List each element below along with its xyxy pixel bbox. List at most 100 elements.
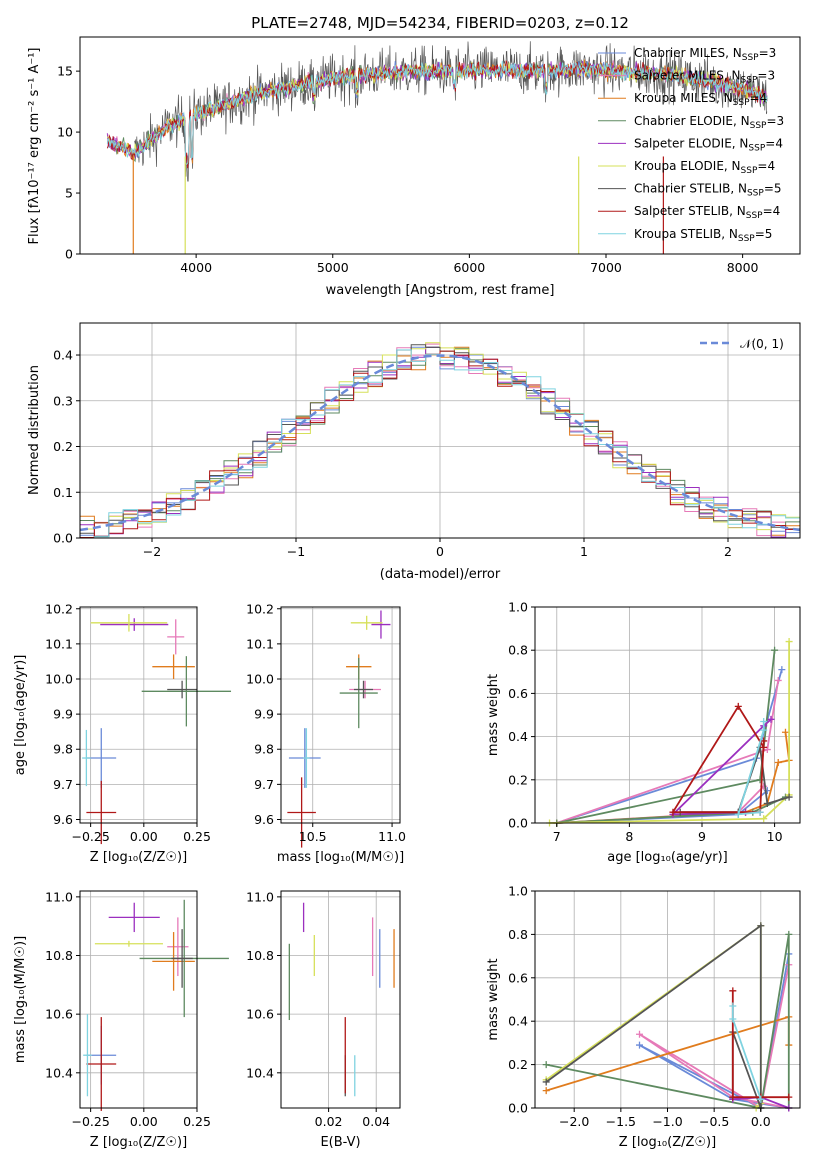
- x-tick-label: 10: [767, 829, 783, 844]
- weight-marker: [729, 1002, 737, 1010]
- y-tick-label: 0.2: [53, 439, 73, 454]
- x-tick-label: 10.5: [299, 829, 327, 844]
- y-tick-label: 0.4: [508, 729, 528, 744]
- weight-marker: [542, 1078, 550, 1086]
- y-axis-label: mass weight: [486, 674, 501, 756]
- normal-legend-label: 𝒩(0, 1): [740, 337, 784, 351]
- y-axis-label: mass [log₁₀(M/M☉)]: [13, 936, 28, 1063]
- residuals-panel: −2 −1 0 1 2 0.0 0.1 0.2 0.3 0.4 𝒩(0, 1) (data-mod…: [27, 322, 801, 582]
- x-tick-label: 0.25: [183, 1114, 211, 1129]
- residual-legend: 𝒩(0, 1): [700, 337, 784, 351]
- error-bar-point: [152, 654, 195, 679]
- legend-label: Chabrier MILES, NSSP=3: [634, 46, 776, 63]
- y-tick-label: 10.2: [246, 601, 274, 616]
- weight-marker: [763, 746, 771, 754]
- weight-series: [542, 922, 765, 1112]
- x-tick-label: 0.04: [362, 1114, 390, 1129]
- x-tick-label: 0.02: [315, 1114, 343, 1129]
- weight-marker: [763, 800, 771, 808]
- weight-marker: [771, 646, 779, 654]
- weight-line: [737, 721, 765, 816]
- weight-marker: [760, 743, 768, 751]
- x-axis-label: Z [log₁₀(Z/Z☉)]: [90, 1135, 187, 1150]
- weight-line: [549, 641, 790, 824]
- error-bar-point: [353, 680, 374, 699]
- y-tick-label: 0.2: [508, 772, 528, 787]
- x-tick-label: 1: [580, 544, 588, 559]
- y-tick-label: 10.1: [45, 636, 73, 651]
- x-axis-label: mass [log₁₀(M/M☉)]: [277, 850, 404, 865]
- error-bar-point: [82, 729, 91, 787]
- x-tick-label: 9: [698, 829, 706, 844]
- y-tick-label: 10.8: [246, 948, 274, 963]
- spectrum-panel: PLATE=2748, MJD=54234, FIBERID=0203, z=0…: [27, 14, 801, 298]
- mass-vs-metallicity-panel: −0.25 0.00 0.25 10.4 10.6 10.8 11.0 Z [log₁₀(Z/…: [13, 889, 229, 1150]
- error-bar-point: [171, 929, 193, 988]
- weight-line: [546, 934, 790, 1110]
- x-tick-label: −1.5: [606, 1114, 636, 1129]
- y-tick-label: 9.7: [53, 777, 73, 792]
- y-tick-label: 9.9: [53, 707, 73, 722]
- y-tick-label: 10.0: [45, 672, 73, 687]
- y-tick-label: 0: [65, 247, 73, 262]
- weight-marker: [734, 702, 742, 710]
- x-tick-label: −0.5: [699, 1114, 729, 1129]
- x-tick-label: 0.25: [183, 829, 211, 844]
- error-bar-point: [83, 1014, 92, 1097]
- spectrum-lines: [106, 41, 768, 254]
- weight-marker: [785, 930, 793, 938]
- x-tick-label: 8000: [727, 260, 759, 275]
- x-tick-label: −0.25: [71, 1114, 109, 1129]
- weight-vs-age-panel: 7 8 9 10 0.0 0.2 0.4 0.6 0.8 1.0 age [log₁₀(age/yr…: [486, 600, 801, 865]
- x-tick-label: −0.25: [71, 829, 109, 844]
- weight-marker: [636, 1041, 644, 1049]
- weight-marker: [767, 715, 775, 723]
- y-axis-label: Flux [fλ10⁻¹⁷ erg cm⁻² s⁻¹ A⁻¹]: [27, 48, 42, 245]
- error-bar-point: [90, 614, 168, 632]
- y-tick-label: 9.7: [254, 777, 274, 792]
- error-bar-point: [141, 656, 232, 727]
- y-tick-label: 11.0: [45, 889, 73, 904]
- y-tick-label: 10.1: [246, 636, 274, 651]
- x-tick-label: −2: [143, 544, 161, 559]
- error-bar-point: [303, 728, 310, 788]
- weight-marker: [785, 1093, 793, 1101]
- spectrum-legend: Chabrier MILES, NSSP=3 Salpeter MILES, NS…: [598, 46, 784, 244]
- y-tick-label: 0.6: [508, 970, 528, 985]
- y-axis-label: Normed distribution: [27, 365, 42, 495]
- error-bar-point: [108, 902, 160, 933]
- weight-series: [734, 717, 768, 818]
- x-axis-label: Z [log₁₀(Z/Z☉)]: [90, 850, 187, 865]
- x-tick-label: 2: [724, 544, 732, 559]
- x-tick-label: 6000: [453, 260, 485, 275]
- y-tick-label: 0.3: [53, 393, 73, 408]
- mass-vs-reddening-panel: 0.02 0.04 10.4 10.6 10.8 11.0 E(B-V): [246, 889, 401, 1150]
- error-bar-point: [86, 728, 117, 788]
- histogram-line: [80, 350, 800, 538]
- y-tick-label: 9.8: [53, 742, 73, 757]
- y-tick-label: 9.9: [254, 707, 274, 722]
- weight-line: [731, 1006, 762, 1100]
- y-tick-label: 10.6: [246, 1007, 274, 1022]
- weight-marker: [757, 922, 765, 930]
- error-bar-point: [167, 619, 185, 655]
- weight-marker: [774, 676, 782, 684]
- error-bar-point: [287, 777, 316, 848]
- x-tick-label: 0.00: [130, 1114, 158, 1129]
- y-tick-label: 0.4: [53, 348, 73, 363]
- error-bar-point: [371, 610, 391, 639]
- spectrum-line: [106, 60, 768, 166]
- y-tick-label: 9.6: [254, 812, 274, 827]
- y-tick-label: 9.8: [254, 742, 274, 757]
- x-tick-label: 11.0: [378, 829, 406, 844]
- weight-line: [731, 990, 789, 1099]
- x-tick-label: 7: [553, 829, 561, 844]
- y-tick-label: 10.4: [45, 1065, 73, 1080]
- weight-marker: [542, 1087, 550, 1095]
- y-tick-label: 0.1: [53, 485, 73, 500]
- weight-marker: [785, 638, 793, 646]
- legend-label: Salpeter STELIB, NSSP=4: [634, 204, 780, 221]
- y-tick-label: 15: [57, 64, 73, 79]
- x-axis-label: wavelength [Angstrom, rest frame]: [326, 283, 555, 298]
- weight-line: [670, 718, 772, 816]
